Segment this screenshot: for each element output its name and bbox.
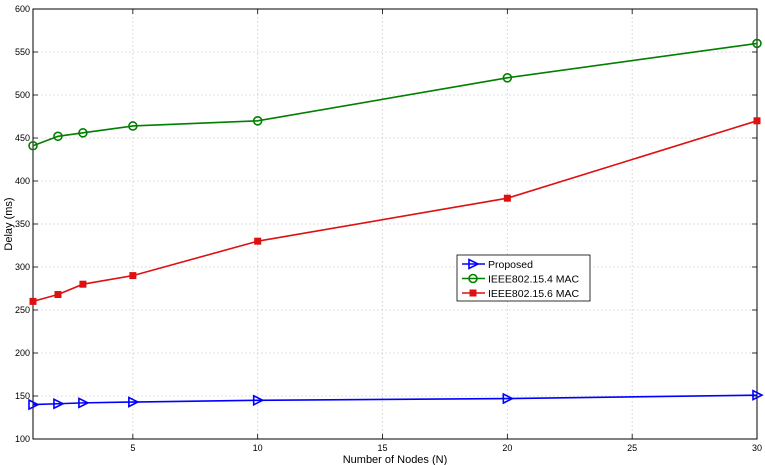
legend: Proposed IEEE802.15.4 MAC IEEE802.15.6 MAC (456, 254, 591, 302)
data-point (28, 398, 40, 411)
y-tick-label: 550 (15, 47, 30, 57)
data-point (54, 291, 62, 299)
series-group (28, 38, 764, 411)
data-point (752, 389, 764, 401)
y-tick-label: 150 (15, 391, 30, 401)
data-point (29, 297, 37, 305)
data-point (78, 397, 90, 409)
legend-marker (468, 258, 480, 270)
series-line (32, 42, 758, 147)
legend-label: IEEE802.15.4 MAC (488, 274, 579, 286)
data-point (78, 128, 88, 138)
x-axis-label: Number of Nodes (N) (343, 454, 448, 465)
data-point (252, 116, 263, 126)
y-tick-label: 300 (15, 262, 30, 272)
grid (33, 9, 757, 439)
y-tick-label: 600 (15, 4, 30, 14)
series-line (32, 394, 758, 406)
x-tick-label: 20 (502, 443, 512, 453)
y-tick-label: 350 (15, 219, 30, 229)
y-tick-label: 500 (15, 90, 30, 100)
data-point (752, 38, 762, 49)
legend-label: Proposed (488, 259, 533, 271)
data-point (79, 280, 87, 288)
y-tick-label: 250 (15, 305, 30, 315)
legend-label: IEEE802.15.6 MAC (488, 288, 579, 300)
y-axis-label: Delay (ms) (3, 197, 15, 250)
y-tick-label: 200 (15, 348, 30, 358)
x-tick-label: 30 (752, 443, 762, 453)
x-tick-label: 10 (253, 443, 263, 453)
y-tick-label: 100 (15, 434, 30, 444)
series-2 (28, 38, 762, 151)
axis-ticks: 5 10 15 20 25 30 100 150 200 250 300 350 400 450 500 55… (15, 4, 762, 453)
x-tick-label: 25 (627, 443, 637, 453)
series-1 (28, 389, 764, 411)
y-tick-label: 400 (15, 176, 30, 186)
data-point (252, 394, 265, 407)
series-3 (29, 117, 761, 305)
series-line (32, 120, 758, 303)
data-point (128, 121, 138, 131)
x-tick-label: 15 (378, 443, 388, 453)
data-point (502, 73, 513, 83)
data-point (28, 140, 38, 151)
data-point (128, 396, 140, 408)
data-point (503, 194, 511, 202)
legend-marker (468, 273, 478, 284)
data-point (502, 392, 515, 405)
y-tick-label: 450 (15, 133, 30, 143)
data-point (254, 237, 262, 245)
data-point (753, 117, 761, 125)
data-point (53, 397, 65, 410)
data-point (53, 131, 63, 142)
legend-marker (469, 289, 477, 297)
data-point (129, 272, 137, 280)
x-tick-label: 5 (130, 443, 135, 453)
